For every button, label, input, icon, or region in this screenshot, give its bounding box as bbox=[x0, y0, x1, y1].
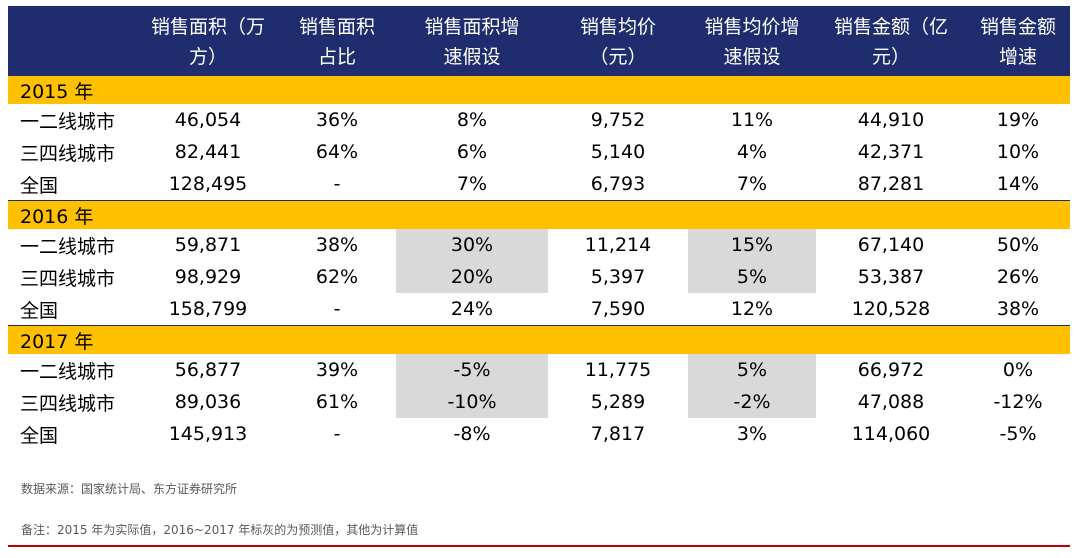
row-label: 全国 bbox=[20, 424, 59, 447]
table-cell: -5% bbox=[999, 423, 1037, 445]
table-cell: 8% bbox=[456, 109, 488, 131]
table-cell: 38% bbox=[315, 234, 359, 256]
table-cell: -2% bbox=[688, 386, 816, 418]
table-cell: 39% bbox=[315, 359, 359, 381]
column-header-1: 销售面积（万 方） bbox=[150, 15, 265, 68]
table-cell: 38% bbox=[996, 298, 1040, 320]
column-header-4: 销售均价 （元） bbox=[579, 15, 656, 68]
table-cell: -10% bbox=[396, 386, 548, 418]
table-header-row: 销售面积（万 方） 销售面积 占比 销售面积增 速假设 销售均价 （元） 销售均价增 速… bbox=[8, 6, 1070, 75]
column-header-7: 销售金额 增速 bbox=[979, 15, 1056, 68]
table-cell: 42,371 bbox=[857, 141, 925, 163]
remark-note: 备注：2015 年为实际值，2016~2017 年标灰的为预测值，其他为计算值 bbox=[21, 523, 419, 537]
column-header-6: 销售金额（亿 元） bbox=[833, 15, 948, 68]
table-cell: 44,910 bbox=[857, 109, 925, 131]
table-cell: 11,775 bbox=[584, 359, 652, 381]
table-cell: 26% bbox=[996, 266, 1040, 288]
column-header-3: 销售面积增 速假设 bbox=[424, 15, 520, 68]
table-cell: 6% bbox=[456, 141, 488, 163]
table-cell: 10% bbox=[996, 141, 1040, 163]
table-row: 全国 158,799 - 24% 7,590 12% 120,528 38% bbox=[8, 293, 1070, 325]
group-header-row: 2017 年 bbox=[8, 325, 1070, 354]
table-cell: 62% bbox=[315, 266, 359, 288]
group-header-row: 2015 年 bbox=[8, 75, 1070, 104]
table-cell: 5% bbox=[688, 354, 816, 386]
table-cell: 50% bbox=[996, 234, 1040, 256]
table-cell: 5,140 bbox=[590, 141, 646, 163]
table-row: 三四线城市 89,036 61% -10% 5,289 -2% 47,088 -12% bbox=[8, 386, 1070, 418]
table-cell: -8% bbox=[453, 423, 491, 445]
table-cell: 5,397 bbox=[590, 266, 646, 288]
table-body: 2015 年一二线城市 46,054 36% 8% 9,752 11% 44,910 19% 三… bbox=[8, 75, 1070, 450]
table-cell: 11,214 bbox=[584, 234, 652, 256]
table-cell: 7% bbox=[456, 173, 488, 195]
table-row: 一二线城市 56,877 39% -5% 11,775 5% 66,972 0% bbox=[8, 354, 1070, 386]
table-cell: 61% bbox=[315, 391, 359, 413]
row-label: 三四线城市 bbox=[20, 392, 116, 415]
table-cell: 9,752 bbox=[590, 109, 646, 131]
table-cell: 7,590 bbox=[590, 298, 646, 320]
bottom-rule bbox=[8, 545, 1070, 547]
table-row: 全国 128,495 - 7% 6,793 7% 87,281 14% bbox=[8, 168, 1070, 200]
table-cell: 30% bbox=[396, 229, 548, 261]
table-cell: 15% bbox=[688, 229, 816, 261]
table-cell: -5% bbox=[396, 354, 548, 386]
row-label: 全国 bbox=[20, 174, 59, 197]
table-cell: 66,972 bbox=[857, 359, 925, 381]
table-cell: 82,441 bbox=[174, 141, 242, 163]
table-cell: 46,054 bbox=[174, 109, 242, 131]
column-header-2: 销售面积 占比 bbox=[298, 15, 375, 68]
table-cell: 64% bbox=[315, 141, 359, 163]
table-cell: 128,495 bbox=[168, 173, 248, 195]
table-cell: 98,929 bbox=[174, 266, 242, 288]
table-cell: 145,913 bbox=[168, 423, 248, 445]
row-label: 一二线城市 bbox=[20, 360, 116, 383]
table-cell: 19% bbox=[996, 109, 1040, 131]
table-cell: 89,036 bbox=[174, 391, 242, 413]
data-table: 销售面积（万 方） 销售面积 占比 销售面积增 速假设 销售均价 （元） 销售均价增 速… bbox=[8, 6, 1070, 450]
row-label: 全国 bbox=[20, 299, 59, 322]
table-cell: 7,817 bbox=[590, 423, 646, 445]
table-cell: 59,871 bbox=[174, 234, 242, 256]
table-cell: - bbox=[333, 423, 341, 445]
table-cell: 7% bbox=[736, 173, 768, 195]
table-row: 一二线城市 46,054 36% 8% 9,752 11% 44,910 19% bbox=[8, 104, 1070, 136]
table-cell: 4% bbox=[736, 141, 768, 163]
row-label: 一二线城市 bbox=[20, 235, 116, 258]
source-note: 数据来源：国家统计局、东方证券研究所 bbox=[21, 482, 238, 496]
table-cell: 47,088 bbox=[857, 391, 925, 413]
group-header-row: 2016 年 bbox=[8, 200, 1070, 229]
table-cell: 56,877 bbox=[174, 359, 242, 381]
table-cell: 5% bbox=[688, 261, 816, 293]
table-cell: 120,528 bbox=[851, 298, 931, 320]
row-label: 三四线城市 bbox=[20, 142, 116, 165]
table-cell: 24% bbox=[450, 298, 494, 320]
table-row: 全国 145,913 - -8% 7,817 3% 114,060 -5% bbox=[8, 418, 1070, 450]
table-cell: - bbox=[333, 298, 341, 320]
table-cell: 67,140 bbox=[857, 234, 925, 256]
row-label: 三四线城市 bbox=[20, 267, 116, 290]
table-cell: - bbox=[333, 173, 341, 195]
table-cell: 87,281 bbox=[857, 173, 925, 195]
table-cell: 20% bbox=[396, 261, 548, 293]
column-header-5: 销售均价增 速假设 bbox=[704, 15, 800, 68]
table-cell: 5,289 bbox=[590, 391, 646, 413]
table-cell: -12% bbox=[993, 391, 1043, 413]
table-cell: 12% bbox=[730, 298, 774, 320]
table-cell: 158,799 bbox=[168, 298, 248, 320]
table-cell: 6,793 bbox=[590, 173, 646, 195]
table-cell: 36% bbox=[315, 109, 359, 131]
table-row: 三四线城市 98,929 62% 20% 5,397 5% 53,387 26% bbox=[8, 261, 1070, 293]
table-cell: 11% bbox=[730, 109, 774, 131]
table-cell: 14% bbox=[996, 173, 1040, 195]
table-row: 一二线城市 59,871 38% 30% 11,214 15% 67,140 50% bbox=[8, 229, 1070, 261]
row-label: 一二线城市 bbox=[20, 110, 116, 133]
table-cell: 114,060 bbox=[851, 423, 931, 445]
table-cell: 53,387 bbox=[857, 266, 925, 288]
table-cell: 0% bbox=[1002, 359, 1034, 381]
column-header-0 bbox=[8, 8, 138, 75]
table-row: 三四线城市 82,441 64% 6% 5,140 4% 42,371 10% bbox=[8, 136, 1070, 168]
table-cell: 3% bbox=[736, 423, 768, 445]
